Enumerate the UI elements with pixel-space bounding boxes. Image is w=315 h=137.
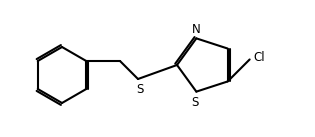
Text: S: S <box>136 83 144 96</box>
Text: N: N <box>192 23 201 36</box>
Text: S: S <box>192 96 199 109</box>
Text: Cl: Cl <box>254 51 265 64</box>
